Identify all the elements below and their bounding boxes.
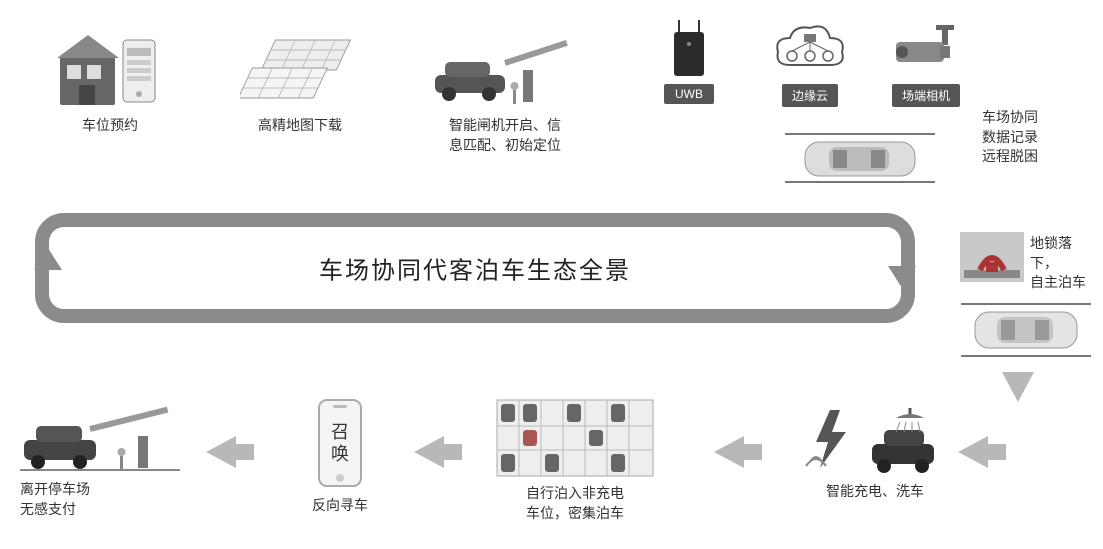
node-edgecloud: 边缘云: [760, 20, 860, 107]
node-lock-label: 地锁落下， 自主泊车: [1030, 234, 1090, 293]
charge-wash-icon: [800, 404, 950, 476]
flow-arrow-right-down: [1002, 372, 1034, 402]
node-hdmap-label: 高精地图下载: [258, 116, 342, 136]
uwb-device-icon: [664, 20, 714, 80]
car-top2: [956, 300, 1096, 360]
car-top1: [780, 130, 940, 186]
node-camera: 场端相机: [876, 20, 976, 107]
node-summon: 召 唤 反向寻车: [290, 398, 390, 516]
node-exit: 离开停车场 无感支付: [20, 404, 190, 519]
car-barrier-icon: [435, 30, 575, 110]
node-gate-label: 智能闸机开启、信 息匹配、初始定位: [449, 116, 561, 155]
node-charge: 智能充电、洗车: [790, 404, 960, 502]
node-gate: 智能闸机开启、信 息匹配、初始定位: [420, 30, 590, 155]
car-top-icon-2: [961, 300, 1091, 360]
map-layers-icon: [240, 30, 360, 110]
node-exit-label: 离开停车场 无感支付: [20, 480, 90, 519]
flow-arrow-b3: [414, 436, 444, 468]
phone-summon-icon: 召 唤: [313, 398, 367, 490]
node-uwb: UWB: [644, 20, 734, 104]
cctv-icon: [886, 20, 966, 80]
parking-lot-icon: [495, 398, 655, 478]
node-charge-label: 智能充电、洗车: [826, 482, 924, 502]
house-phone-icon: [55, 30, 165, 110]
flow-arrow-b4: [206, 436, 236, 468]
node-reserve: 车位预约: [40, 30, 180, 136]
car-top-icon: [785, 130, 935, 186]
top-right-text-label: 车场协同 数据记录 远程脱困: [982, 108, 1038, 167]
flow-arrow-b1: [958, 436, 988, 468]
ground-lock-icon: [960, 232, 1024, 282]
edgecloud-badge: 边缘云: [782, 84, 838, 107]
phone-summon-text: 召 唤: [313, 422, 367, 465]
uwb-badge: UWB: [664, 84, 714, 104]
center-title: 车场协同代客泊车生态全景: [319, 251, 631, 286]
camera-badge: 场端相机: [892, 84, 960, 107]
top-right-text: 车场协同 数据记录 远程脱困: [982, 108, 1082, 167]
node-selfpark-label: 自行泊入非充电 车位，密集泊车: [526, 484, 624, 523]
node-lock: 地锁落下， 自主泊车: [960, 232, 1090, 293]
car-exit-barrier-icon: [20, 404, 180, 474]
node-hdmap: 高精地图下载: [225, 30, 375, 136]
cloud-network-icon: [770, 20, 850, 80]
flow-arrow-b2: [714, 436, 744, 468]
node-reserve-label: 车位预约: [82, 116, 138, 136]
center-loop: 车场协同代客泊车生态全景: [30, 208, 920, 328]
node-summon-label: 反向寻车: [312, 496, 368, 516]
node-selfpark: 自行泊入非充电 车位，密集泊车: [480, 398, 670, 523]
